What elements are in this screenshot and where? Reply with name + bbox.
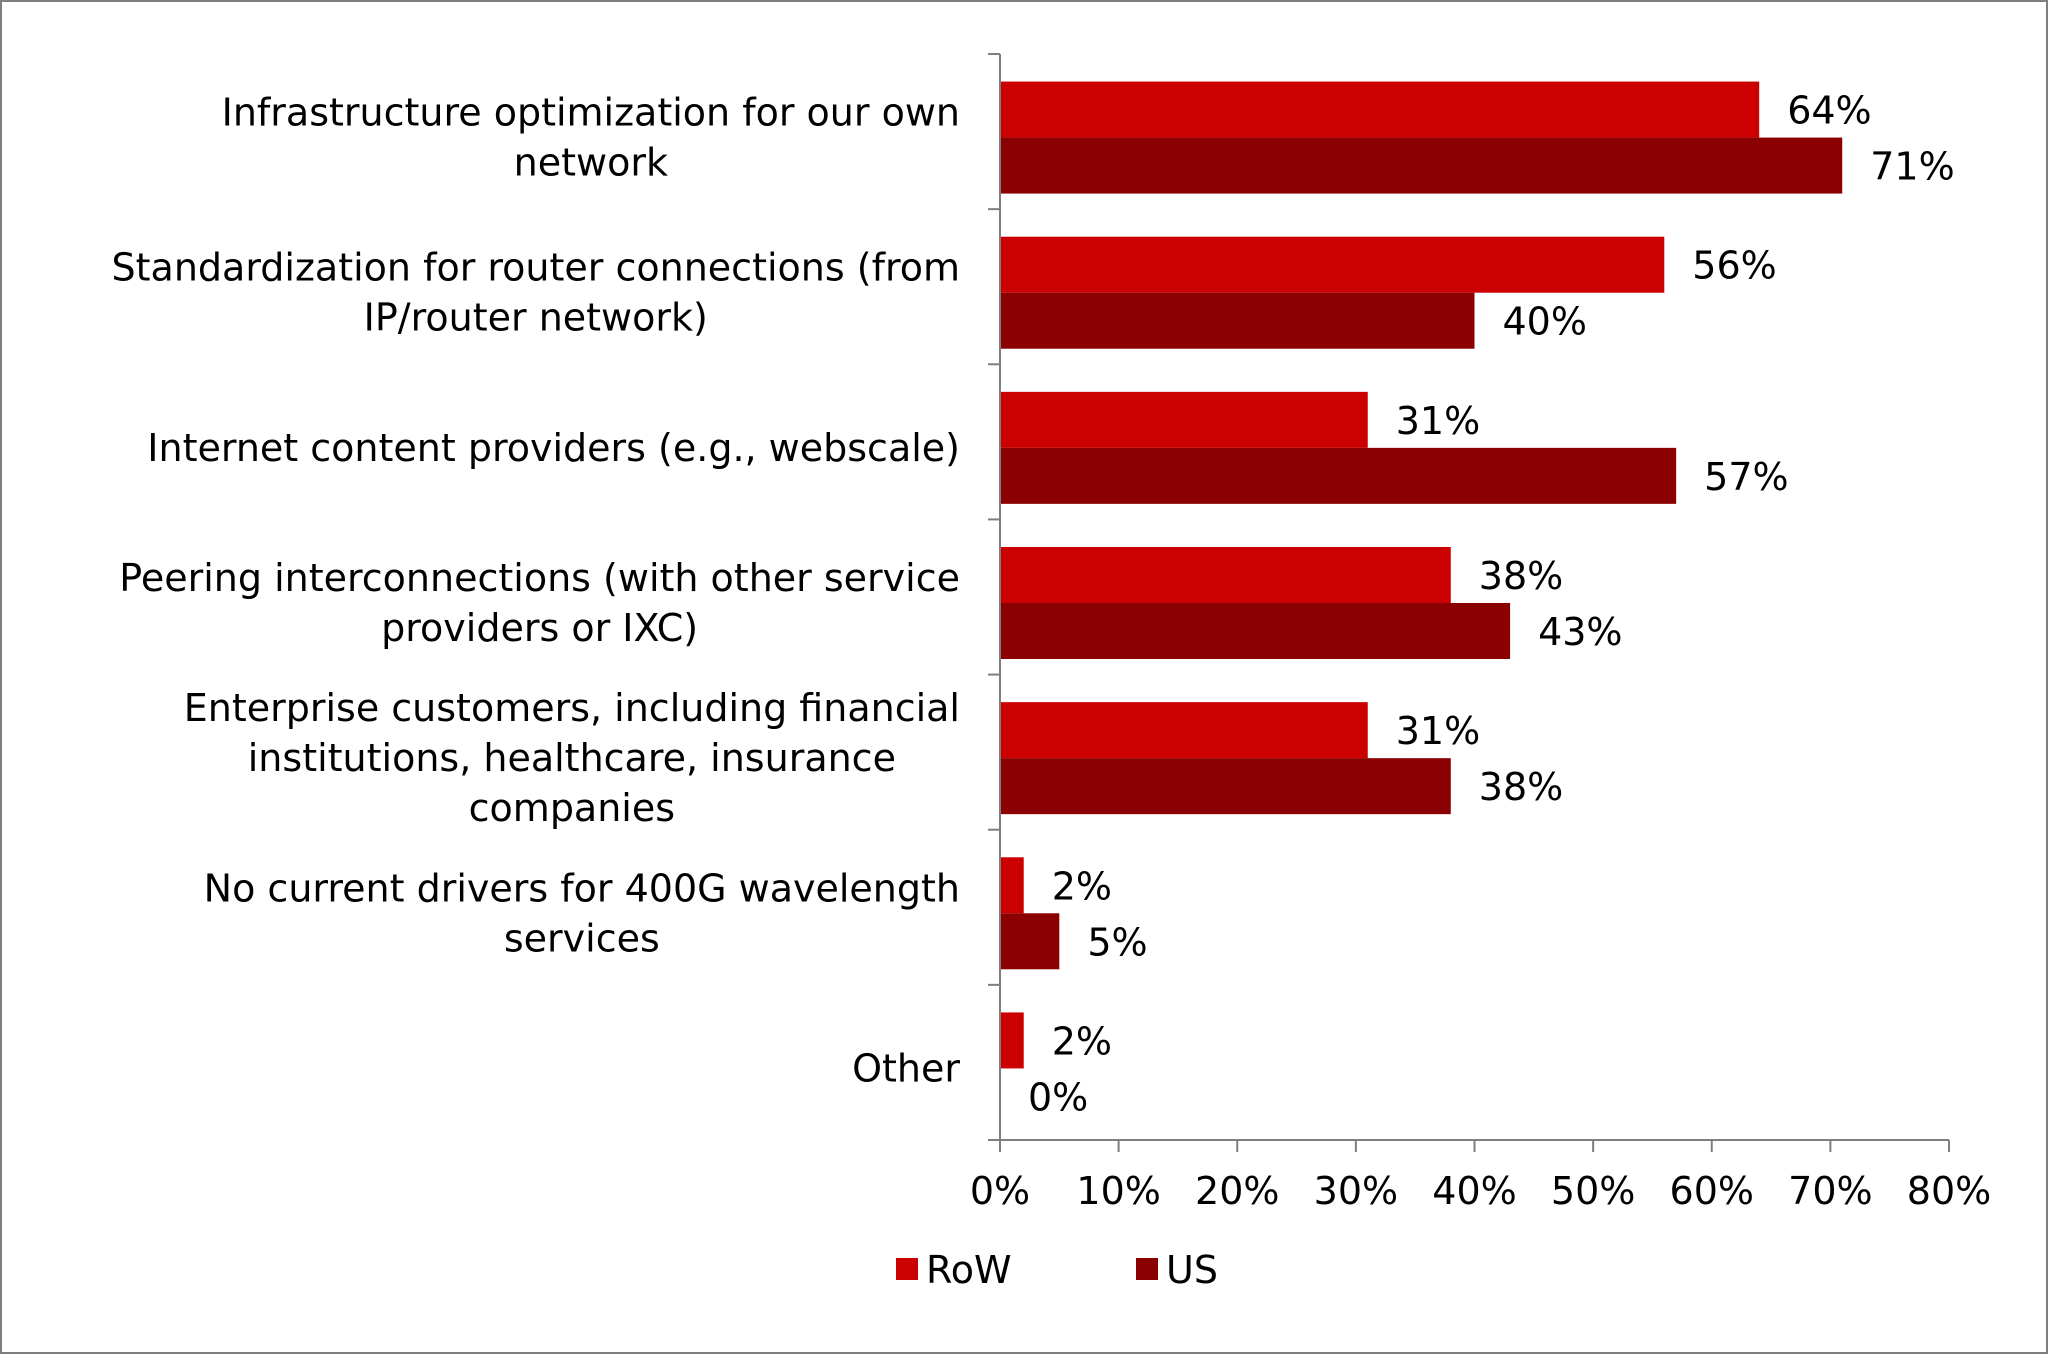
category-label-6: Other: [852, 1046, 960, 1090]
data-label-row-5: 2%: [1052, 864, 1112, 908]
x-tick-label: 50%: [1551, 1169, 1635, 1213]
bar-us-1: [1000, 292, 1475, 349]
legend-label-row: RoW: [926, 1248, 1012, 1292]
data-label-us-5: 5%: [1087, 920, 1147, 964]
legend-swatch-row: [896, 1258, 918, 1280]
bars: [1000, 81, 1843, 1069]
x-tick-label: 20%: [1195, 1169, 1279, 1213]
bar-us-2: [1000, 447, 1677, 504]
data-label-row-4: 31%: [1396, 709, 1480, 753]
bar-row-6: [1000, 1012, 1024, 1069]
bar-row-2: [1000, 391, 1368, 448]
category-label-line: institutions, healthcare, insurance: [248, 736, 896, 780]
legend-swatch-us: [1136, 1258, 1158, 1280]
x-tick-label: 0%: [970, 1169, 1030, 1213]
bar-us-4: [1000, 758, 1451, 815]
category-label-1: Standardization for router connections (…: [112, 246, 960, 340]
category-label-3: Peering interconnections (with other ser…: [119, 556, 960, 650]
category-label-5: No current drivers for 400G wavelength se…: [204, 866, 960, 960]
category-label-line: services: [504, 916, 660, 960]
x-tick-label: 70%: [1788, 1169, 1872, 1213]
category-label-2: Internet content providers (e.g., websca…: [147, 426, 960, 470]
legend: RoW US: [896, 1248, 1218, 1292]
data-label-us-2: 57%: [1704, 455, 1788, 499]
axes: 0% 10% 20% 30% 40% 50% 60% 70% 80%: [970, 53, 1991, 1213]
data-label-row-0: 64%: [1787, 89, 1871, 133]
x-tick-label: 30%: [1314, 1169, 1398, 1213]
data-label-us-4: 38%: [1479, 765, 1563, 809]
bar-row-1: [1000, 236, 1665, 293]
category-label-line: Other: [852, 1046, 960, 1090]
x-tick-label: 10%: [1076, 1169, 1160, 1213]
category-label-line: companies: [469, 786, 675, 830]
legend-label-us: US: [1166, 1248, 1218, 1292]
x-tick-label: 60%: [1670, 1169, 1754, 1213]
data-label-us-6: 0%: [1028, 1075, 1088, 1119]
category-label-line: providers or IXC): [381, 606, 698, 650]
category-label-line: Internet content providers (e.g., websca…: [147, 426, 960, 470]
bar-row-0: [1000, 81, 1760, 138]
category-label-line: No current drivers for 400G wavelength: [204, 866, 960, 910]
category-label-line: network: [514, 141, 668, 185]
category-label-line: Enterprise customers, including financia…: [184, 686, 960, 730]
data-label-row-2: 31%: [1396, 399, 1480, 443]
category-labels: Infrastructure optimization for our own n…: [112, 91, 961, 1091]
category-label-line: Standardization for router connections (…: [112, 246, 960, 290]
x-tick-label: 80%: [1907, 1169, 1991, 1213]
bar-row-3: [1000, 547, 1451, 603]
bar-us-3: [1000, 603, 1511, 659]
data-label-us-0: 71%: [1870, 145, 1954, 189]
data-label-row-6: 2%: [1052, 1019, 1112, 1063]
category-label-0: Infrastructure optimization for our own n…: [222, 91, 960, 185]
bar-us-5: [1000, 913, 1060, 970]
bar-row-5: [1000, 857, 1024, 914]
data-label-row-3: 38%: [1479, 554, 1563, 598]
data-label-us-3: 43%: [1538, 610, 1622, 654]
bar-row-4: [1000, 702, 1368, 759]
data-labels: 64% 71% 56% 40% 31% 57% 38% 43% 31% 38% 2% 5% 2% 0%: [1028, 89, 1955, 1120]
data-label-us-1: 40%: [1503, 300, 1587, 344]
category-label-line: Peering interconnections (with other ser…: [119, 556, 960, 600]
category-label-line: IP/router network): [364, 296, 708, 340]
data-label-row-1: 56%: [1692, 244, 1776, 288]
category-label-4: Enterprise customers, including financia…: [184, 686, 960, 830]
x-tick-label: 40%: [1432, 1169, 1516, 1213]
category-label-line: Infrastructure optimization for our own: [222, 91, 960, 135]
bar-us-0: [1000, 137, 1843, 194]
